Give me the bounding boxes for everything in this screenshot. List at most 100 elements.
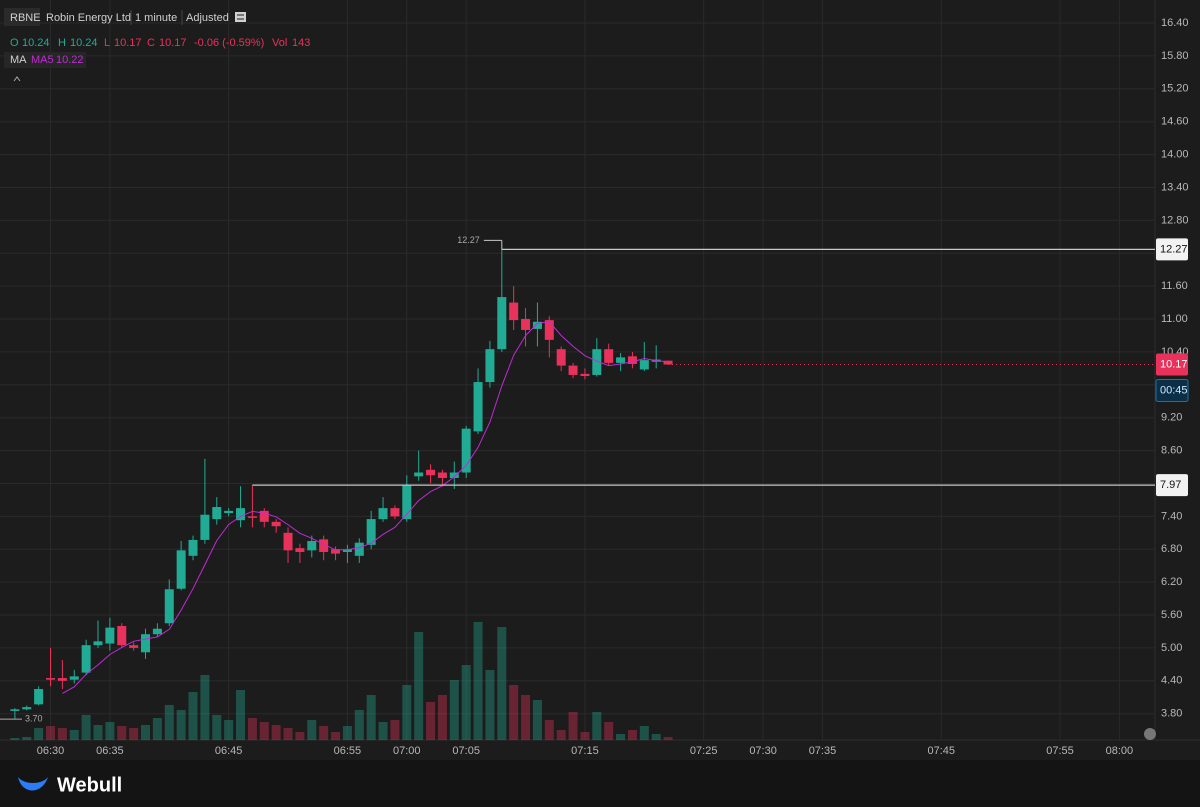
candle-body <box>366 519 376 545</box>
y-tick-label: 6.20 <box>1161 576 1182 588</box>
volume-bar <box>449 680 459 740</box>
adjustment[interactable]: Adjusted <box>186 12 229 24</box>
low-marker-label: 3.70 <box>25 714 43 724</box>
volume-bar <box>354 710 364 740</box>
y-tick-label: 3.80 <box>1161 708 1182 720</box>
x-tick-label: 06:30 <box>37 745 65 757</box>
volume-bar <box>437 695 447 740</box>
volume-bar <box>307 720 317 740</box>
candle-body <box>271 521 281 527</box>
candle-body <box>22 707 32 710</box>
volume-value: 143 <box>292 37 310 49</box>
candle-body <box>544 320 554 340</box>
settings-dot[interactable] <box>1144 728 1156 740</box>
candle-body <box>259 510 269 522</box>
y-tick-label: 8.60 <box>1161 444 1182 456</box>
volume-bar <box>57 728 67 740</box>
y-tick-label: 15.20 <box>1161 83 1189 95</box>
volume-bar <box>247 718 257 740</box>
brand-logo <box>18 777 48 791</box>
low-label: L <box>104 37 110 49</box>
settings-icon[interactable] <box>235 12 246 22</box>
volume-bar <box>390 720 400 740</box>
y-tick-label: 15.80 <box>1161 50 1189 62</box>
volume-bar <box>497 627 507 740</box>
volume-bar <box>402 685 412 740</box>
collapse-icon[interactable] <box>13 76 21 82</box>
candle-body <box>46 678 56 680</box>
y-tick-label: 11.60 <box>1161 280 1188 292</box>
x-tick-label: 07:05 <box>452 745 480 757</box>
candle-body <box>616 357 626 363</box>
candle-body <box>93 641 103 646</box>
volume-bar <box>271 725 281 740</box>
candle-body <box>378 508 388 520</box>
volume-bar <box>556 730 566 740</box>
volume-bar <box>331 732 341 740</box>
volume-bar <box>188 692 198 740</box>
volume-bar <box>639 726 649 740</box>
candle-body <box>200 514 210 540</box>
overlay: 10.17 00:45 12.27 12.27 7.97 3.70 <box>0 235 1189 724</box>
y-tick-label: 5.60 <box>1161 609 1182 621</box>
symbol-box[interactable] <box>4 8 40 26</box>
y-tick-label: 16.40 <box>1161 17 1189 29</box>
plot <box>10 249 673 740</box>
y-tick-label: 7.40 <box>1161 510 1182 522</box>
volume-bar <box>461 665 471 740</box>
volume-bar <box>426 702 436 740</box>
candle-body <box>402 485 412 520</box>
candle-body <box>663 360 673 365</box>
candle-body <box>497 297 507 350</box>
y-tick-label: 11.00 <box>1161 313 1188 325</box>
candle-body <box>390 508 400 517</box>
volume-bar <box>604 722 614 740</box>
level-annotation: 12.27 <box>457 235 480 245</box>
volume-bar <box>580 732 590 740</box>
x-tick-label: 07:25 <box>690 745 718 757</box>
candle-body <box>414 472 424 477</box>
brand-name: Webull <box>57 774 122 796</box>
candle-body <box>69 676 79 680</box>
x-tick-label: 06:35 <box>96 745 124 757</box>
volume-bar <box>34 728 44 740</box>
symbol[interactable]: RBNE <box>10 12 41 24</box>
candle-body <box>354 542 364 556</box>
y-tick-label: 13.40 <box>1161 181 1189 193</box>
volume-bar <box>10 738 20 740</box>
volume-bar <box>485 670 495 740</box>
volume-bar <box>81 715 91 740</box>
candle-body <box>331 549 341 554</box>
candle-body <box>176 550 186 589</box>
y-tick-label: 5.00 <box>1161 642 1182 654</box>
level-tag <box>1156 238 1188 261</box>
candle-body <box>580 373 590 377</box>
y-tick-label: 12.80 <box>1161 214 1189 226</box>
candle-body <box>342 549 352 552</box>
candle-body <box>295 548 305 552</box>
x-tick-label: 06:55 <box>334 745 362 757</box>
change: -0.06 (-0.59%) <box>194 37 264 49</box>
high-label: H <box>58 37 66 49</box>
candle-body <box>117 625 127 646</box>
volume-bar <box>414 632 424 740</box>
candle-body <box>473 382 483 432</box>
level-label: 12.27 <box>1160 243 1188 255</box>
volume-bar <box>212 715 222 740</box>
volume-bar <box>568 712 578 740</box>
y-tick-label: 14.00 <box>1161 148 1189 160</box>
level-tag <box>1156 474 1188 497</box>
volume-bar <box>117 726 127 740</box>
volume-bar <box>473 622 483 740</box>
candle-body <box>627 356 637 364</box>
volume-bar <box>319 726 329 740</box>
candle-body <box>556 349 566 366</box>
x-tick-label: 07:00 <box>393 745 421 757</box>
candle-body <box>461 428 471 473</box>
y-tick-label: 6.80 <box>1161 543 1182 555</box>
volume-bar <box>224 720 234 740</box>
candle-body <box>141 634 151 653</box>
ma-label[interactable]: MA <box>10 54 27 66</box>
interval[interactable]: 1 minute <box>135 12 177 24</box>
volume-bar <box>259 722 269 740</box>
